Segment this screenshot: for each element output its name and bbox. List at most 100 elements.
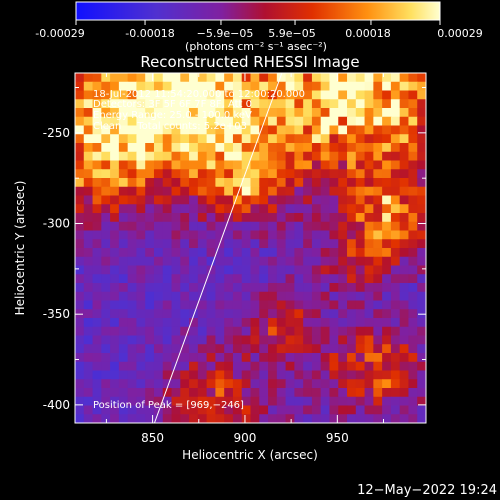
heatmap-cell [417,274,426,284]
heatmap-cell [145,230,155,240]
heatmap-cell [347,274,357,284]
heatmap-cell [224,388,234,398]
heatmap-cell [338,291,348,302]
heatmap-cell [110,379,120,389]
heatmap-cell [75,256,85,267]
heatmap-cell [127,125,138,135]
heatmap-cell [390,326,401,337]
heatmap-cell [399,274,410,284]
heatmap-cell [153,239,164,249]
heatmap-cell [110,221,120,232]
heatmap-cell [408,151,418,162]
heatmap-cell [347,291,357,302]
heatmap-cell [232,353,243,363]
heatmap-cell [338,116,348,127]
heatmap-cell [285,396,295,407]
heatmap-cell [153,230,164,240]
heatmap-cell [136,108,146,118]
heatmap-cell [364,361,374,372]
heatmap-cell [347,361,357,372]
heatmap-cell [347,186,357,197]
heatmap-cell [189,361,199,372]
heatmap-cell [355,265,366,275]
heatmap-cell [390,256,401,267]
heatmap-cell [390,143,401,153]
heatmap-cell [110,204,120,214]
heatmap-cell [250,388,260,398]
heatmap-cell [232,160,243,170]
heatmap-cell [118,414,129,423]
heatmap-cell [408,99,418,109]
heatmap-cell [390,204,401,214]
heatmap-cell [399,230,410,240]
heatmap-cell [373,143,383,153]
heatmap-cell [180,379,190,389]
heatmap-cell [338,195,348,205]
heatmap-cell [118,239,129,249]
heatmap-cell [329,239,339,249]
heatmap-cell [329,326,339,337]
heatmap-cell [232,256,243,267]
heatmap-cell [197,274,208,284]
heatmap-cell [285,344,295,354]
heatmap-cell [206,221,216,232]
heatmap-cell [224,160,234,170]
heatmap-cell [75,134,85,144]
heatmap-cell [224,73,234,83]
heatmap-cell [197,396,208,407]
heatmap-cell [259,108,269,118]
heatmap-cell [294,186,304,197]
heatmap-cell [83,178,94,188]
heatmap-cell [250,248,260,258]
heatmap-cell [171,99,181,109]
heatmap-cell [399,405,410,415]
heatmap-cell [399,318,410,328]
heatmap-cell [311,361,322,372]
heatmap-cell [232,300,243,310]
heatmap-cell [136,99,146,109]
heatmap-cell [224,265,234,275]
heatmap-cell [338,169,348,179]
heatmap-cell [180,283,190,293]
heatmap-cell [241,379,252,389]
heatmap-cell [259,134,269,144]
heatmap-cell [329,81,339,92]
heatmap-cell [92,335,102,345]
heatmap-cell [224,90,234,100]
heatmap-cell [347,178,357,188]
heatmap-cell [241,125,252,135]
heatmap-cell [153,134,164,144]
heatmap-cell [373,370,383,380]
heatmap-cell [355,256,366,267]
heatmap-cell [197,195,208,205]
heatmap-cell [355,370,366,380]
heatmap-cell [399,396,410,407]
heatmap-cell [232,204,243,214]
heatmap-cell [206,73,216,83]
heatmap-cell [268,125,278,135]
heatmap-cell [355,283,366,293]
heatmap-cell [92,99,102,109]
heatmap-cell [417,256,426,267]
heatmap-cell [329,151,339,162]
heatmap-cell [206,195,216,205]
axis-ticks [75,73,426,423]
heatmap-cell [373,169,383,179]
heatmap-cell [75,213,85,223]
heatmap-cell [180,99,190,109]
heatmap-cell [162,300,173,310]
heatmap-cell [382,414,392,423]
heatmap-cell [75,405,85,415]
heatmap-cell [215,195,225,205]
heatmap-cell [189,353,199,363]
heatmap-cell [110,108,120,118]
heatmap-cell [189,283,199,293]
heatmap-cell [101,326,111,337]
heatmap-cell [276,186,287,197]
heatmap-cell [92,248,102,258]
heatmap-cell [101,344,111,354]
heatmap-cell [189,116,199,127]
heatmap-cell [206,414,216,423]
heatmap-cell [180,388,190,398]
heatmap-cell [311,291,322,302]
